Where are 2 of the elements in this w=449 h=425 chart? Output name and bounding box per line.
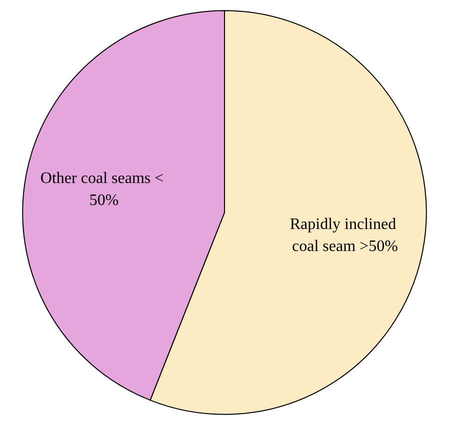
slice-label: Other coal seams < 50% <box>40 170 168 210</box>
slice-label: Rapidly inclined coal seam >50% <box>290 216 400 255</box>
